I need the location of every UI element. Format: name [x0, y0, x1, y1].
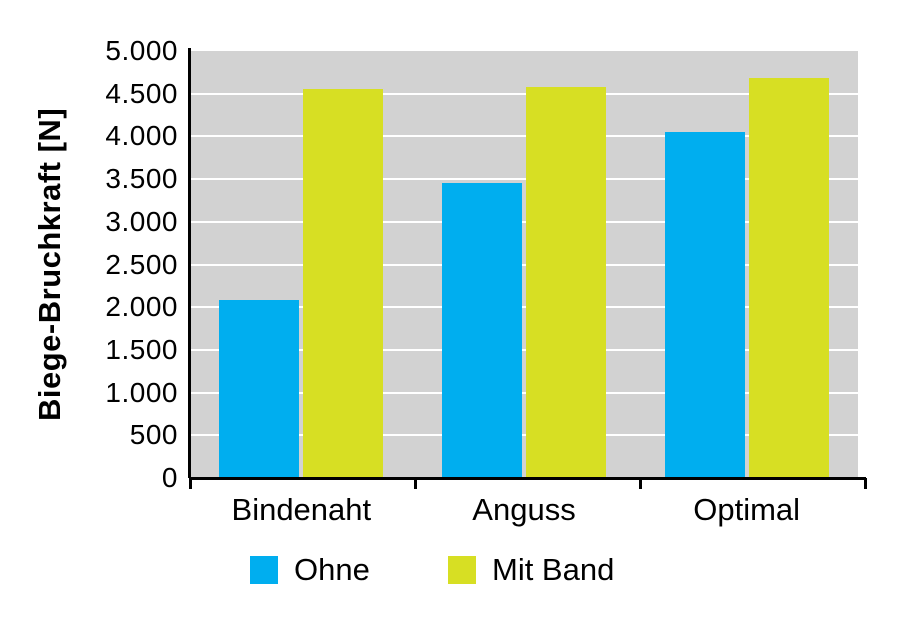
gridline	[190, 92, 858, 95]
y-tick-label-4500: 4.500	[105, 77, 178, 109]
y-tick-label-4000: 4.000	[105, 120, 178, 152]
legend-label: Mit Band	[492, 552, 615, 587]
bar-mit-band-optimal	[748, 78, 829, 478]
bar-ohne-anguss	[442, 183, 522, 478]
x-tick-mark	[639, 478, 642, 489]
y-axis-line	[188, 48, 191, 478]
x-axis-line	[189, 477, 866, 480]
legend-item-ohne: Ohne	[250, 551, 370, 588]
y-tick-label-3000: 3.000	[105, 205, 178, 237]
gridline	[190, 135, 858, 138]
bar-mit-band-anguss	[526, 86, 606, 478]
legend-label: Ohne	[294, 552, 370, 587]
gridline	[190, 348, 858, 351]
x-tick-mark	[414, 478, 417, 489]
gridline	[190, 263, 858, 266]
y-axis-title: Biege-Bruchkraft [N]	[32, 107, 67, 422]
gridline	[190, 391, 858, 394]
bar-mit-band-bindenaht	[303, 89, 384, 478]
x-tick-mark	[189, 478, 192, 489]
y-tick-label-2000: 2.000	[105, 291, 178, 323]
bar-ohne-bindenaht	[219, 300, 300, 478]
y-tick-label-0: 0	[161, 462, 178, 493]
y-tick-label-1500: 1.500	[105, 333, 178, 365]
category-label-bindenaht: Bindenaht	[231, 492, 372, 527]
category-label-optimal: Optimal	[693, 492, 801, 527]
legend-item-mit-band: Mit Band	[448, 551, 614, 588]
y-tick-label-2500: 2.500	[105, 248, 178, 280]
x-tick-mark	[864, 478, 867, 489]
legend-swatch-icon	[250, 555, 278, 584]
plot-area	[190, 51, 858, 478]
y-tick-label-500: 500	[129, 419, 178, 451]
legend-swatch-icon	[448, 555, 476, 584]
y-tick-label-3500: 3.500	[105, 163, 178, 195]
gridline	[190, 434, 858, 437]
y-tick-label-5000: 5.000	[105, 35, 178, 66]
gridline	[190, 306, 858, 309]
y-tick-label-1000: 1.000	[105, 376, 178, 408]
bar-ohne-optimal	[664, 132, 745, 478]
gridline	[190, 220, 858, 223]
category-label-anguss: Anguss	[472, 492, 576, 527]
gridline	[190, 178, 858, 181]
